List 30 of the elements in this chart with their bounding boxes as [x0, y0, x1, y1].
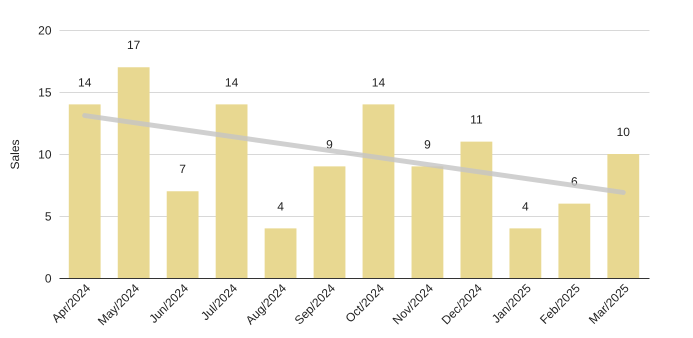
data-label: 10 — [616, 125, 630, 139]
data-label: 6 — [570, 174, 578, 189]
data-label: 14 — [372, 75, 386, 90]
y-tick-label: 20 — [38, 24, 52, 38]
data-label: 11 — [470, 112, 483, 127]
data-label: 4 — [522, 199, 530, 214]
data-label: 17 — [126, 38, 141, 52]
bar — [558, 204, 590, 278]
bar — [607, 154, 640, 278]
data-label: 7 — [179, 162, 186, 176]
bar — [509, 228, 542, 278]
data-label: 9 — [326, 137, 334, 152]
y-tick-label: 10 — [38, 148, 52, 162]
bar — [216, 104, 248, 278]
data-label: 9 — [424, 137, 432, 152]
bar — [314, 166, 346, 278]
bar — [68, 104, 101, 278]
bar — [412, 166, 444, 278]
bar — [118, 67, 150, 278]
y-axis-title: Sales — [8, 139, 22, 170]
y-tick-label: 5 — [44, 210, 52, 224]
data-label: 14 — [78, 75, 92, 90]
y-tick-label: 15 — [38, 86, 52, 100]
data-label: 14 — [224, 75, 239, 90]
data-label: 4 — [277, 199, 284, 214]
bar — [264, 228, 296, 278]
bar — [166, 191, 199, 278]
y-tick-label: 0 — [44, 272, 52, 286]
bar — [362, 104, 394, 278]
bar — [460, 142, 492, 278]
